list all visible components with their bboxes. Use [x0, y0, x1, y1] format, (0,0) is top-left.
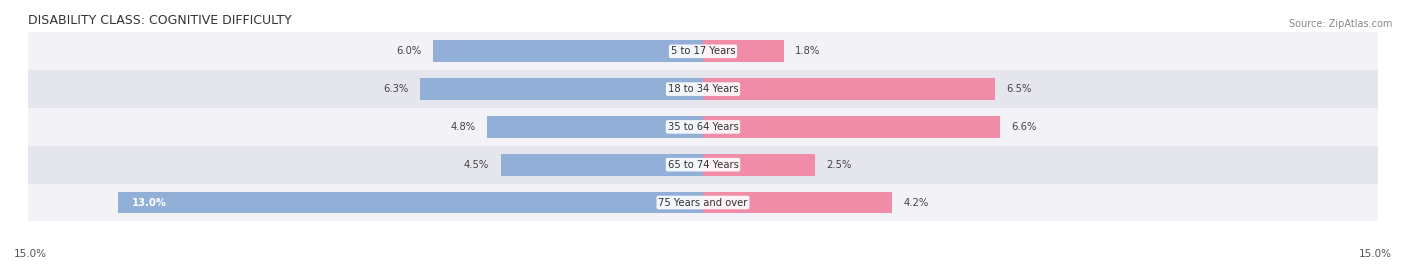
- Text: 15.0%: 15.0%: [14, 249, 46, 259]
- Text: 13.0%: 13.0%: [132, 197, 166, 208]
- Text: 35 to 64 Years: 35 to 64 Years: [668, 122, 738, 132]
- Text: 4.2%: 4.2%: [903, 197, 928, 208]
- Text: 15.0%: 15.0%: [1360, 249, 1392, 259]
- Bar: [703, 78, 995, 100]
- Text: Source: ZipAtlas.com: Source: ZipAtlas.com: [1288, 19, 1392, 29]
- Text: 1.8%: 1.8%: [796, 46, 821, 56]
- Text: 6.3%: 6.3%: [382, 84, 408, 94]
- Bar: [501, 154, 703, 176]
- Bar: [703, 154, 815, 176]
- Bar: [703, 116, 1000, 138]
- Bar: [28, 146, 1378, 184]
- Bar: [703, 191, 891, 214]
- Bar: [703, 40, 785, 62]
- Text: 6.6%: 6.6%: [1011, 122, 1036, 132]
- Bar: [118, 191, 703, 214]
- Bar: [28, 108, 1378, 146]
- Bar: [419, 78, 703, 100]
- Text: 4.8%: 4.8%: [451, 122, 475, 132]
- Bar: [28, 32, 1378, 70]
- Text: 75 Years and over: 75 Years and over: [658, 197, 748, 208]
- Text: 6.0%: 6.0%: [396, 46, 422, 56]
- Text: 5 to 17 Years: 5 to 17 Years: [671, 46, 735, 56]
- Text: 18 to 34 Years: 18 to 34 Years: [668, 84, 738, 94]
- Text: 2.5%: 2.5%: [827, 160, 852, 170]
- Text: DISABILITY CLASS: COGNITIVE DIFFICULTY: DISABILITY CLASS: COGNITIVE DIFFICULTY: [28, 14, 292, 27]
- Bar: [28, 184, 1378, 221]
- Text: 6.5%: 6.5%: [1007, 84, 1032, 94]
- Bar: [28, 70, 1378, 108]
- Text: 65 to 74 Years: 65 to 74 Years: [668, 160, 738, 170]
- Text: 4.5%: 4.5%: [464, 160, 489, 170]
- Bar: [486, 116, 703, 138]
- Bar: [433, 40, 703, 62]
